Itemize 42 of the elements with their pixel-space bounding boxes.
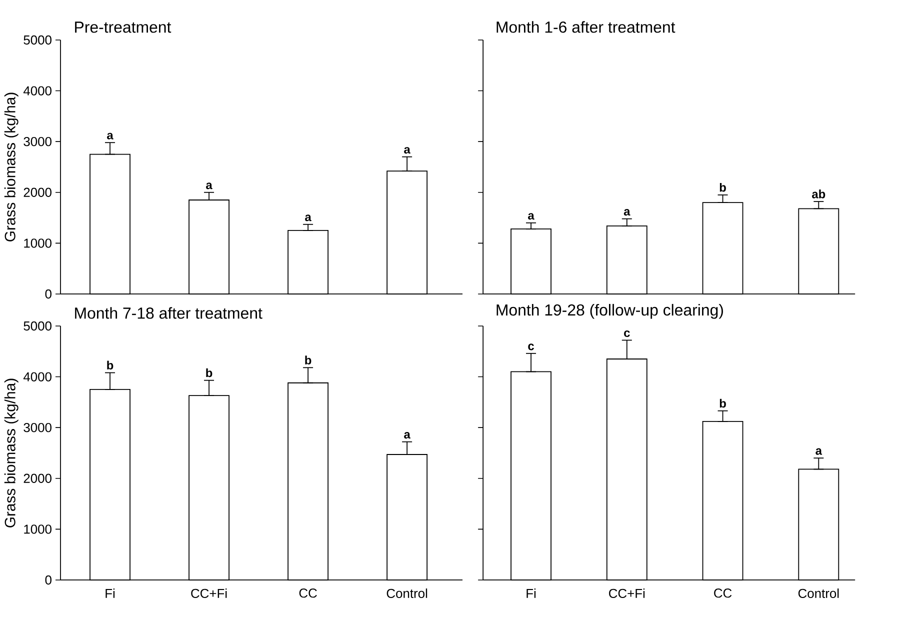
x-tick-label: CC+Fi xyxy=(191,588,227,598)
y-axis-title: Grass biomass (kg/ha) xyxy=(4,378,18,528)
annotation: c xyxy=(624,330,630,337)
chart-title: Month 19-28 (follow-up clearing) xyxy=(496,304,723,319)
x-tick-label: Control xyxy=(386,588,428,598)
annotation: a xyxy=(206,182,212,190)
annotation: c xyxy=(528,344,534,350)
annotation: a xyxy=(107,132,114,140)
y-tick-label: 4000 xyxy=(23,86,52,96)
annotation: b xyxy=(720,398,726,408)
annotation: b xyxy=(107,360,114,370)
annotation: a xyxy=(404,432,410,439)
y-tick-label: 3000 xyxy=(24,422,52,432)
y-tick-label: 1000 xyxy=(24,238,52,248)
y-axis-title: Grass biomass (kg/ha) xyxy=(4,92,18,242)
annotation: b xyxy=(206,368,212,378)
x-tick-label: CC xyxy=(299,588,317,598)
annotation: a xyxy=(305,214,312,222)
annotation: ab xyxy=(812,190,826,198)
annotation: a xyxy=(624,209,630,216)
y-tick-label: 4000 xyxy=(23,372,52,382)
x-tick-label: Control xyxy=(798,588,839,598)
x-tick-label: CC+Fi xyxy=(609,588,645,598)
chart-title: Month 1-6 after treatment xyxy=(496,21,676,33)
x-tick-label: CC xyxy=(714,588,732,598)
y-tick-label: 3000 xyxy=(24,136,52,146)
annotation: b xyxy=(305,356,312,364)
y-tick-label: 0 xyxy=(45,575,52,585)
y-tick-label: 5000 xyxy=(24,321,52,331)
chart-title: Pre-treatment xyxy=(75,22,172,33)
annotation: a xyxy=(528,213,534,220)
annotation: a xyxy=(816,448,822,455)
y-tick-label: 1000 xyxy=(24,524,52,534)
x-tick-label: Fi xyxy=(526,588,536,598)
annotation: b xyxy=(720,182,726,192)
x-tick-label: Fi xyxy=(106,588,115,598)
y-tick-label: 5000 xyxy=(24,35,52,45)
annotation: a xyxy=(404,147,410,154)
y-tick-label: 0 xyxy=(45,289,52,299)
y-tick-label: 2000 xyxy=(24,188,52,197)
y-tick-label: 2000 xyxy=(24,474,52,483)
chart-title: Month 7-18 after treatment xyxy=(75,307,262,319)
